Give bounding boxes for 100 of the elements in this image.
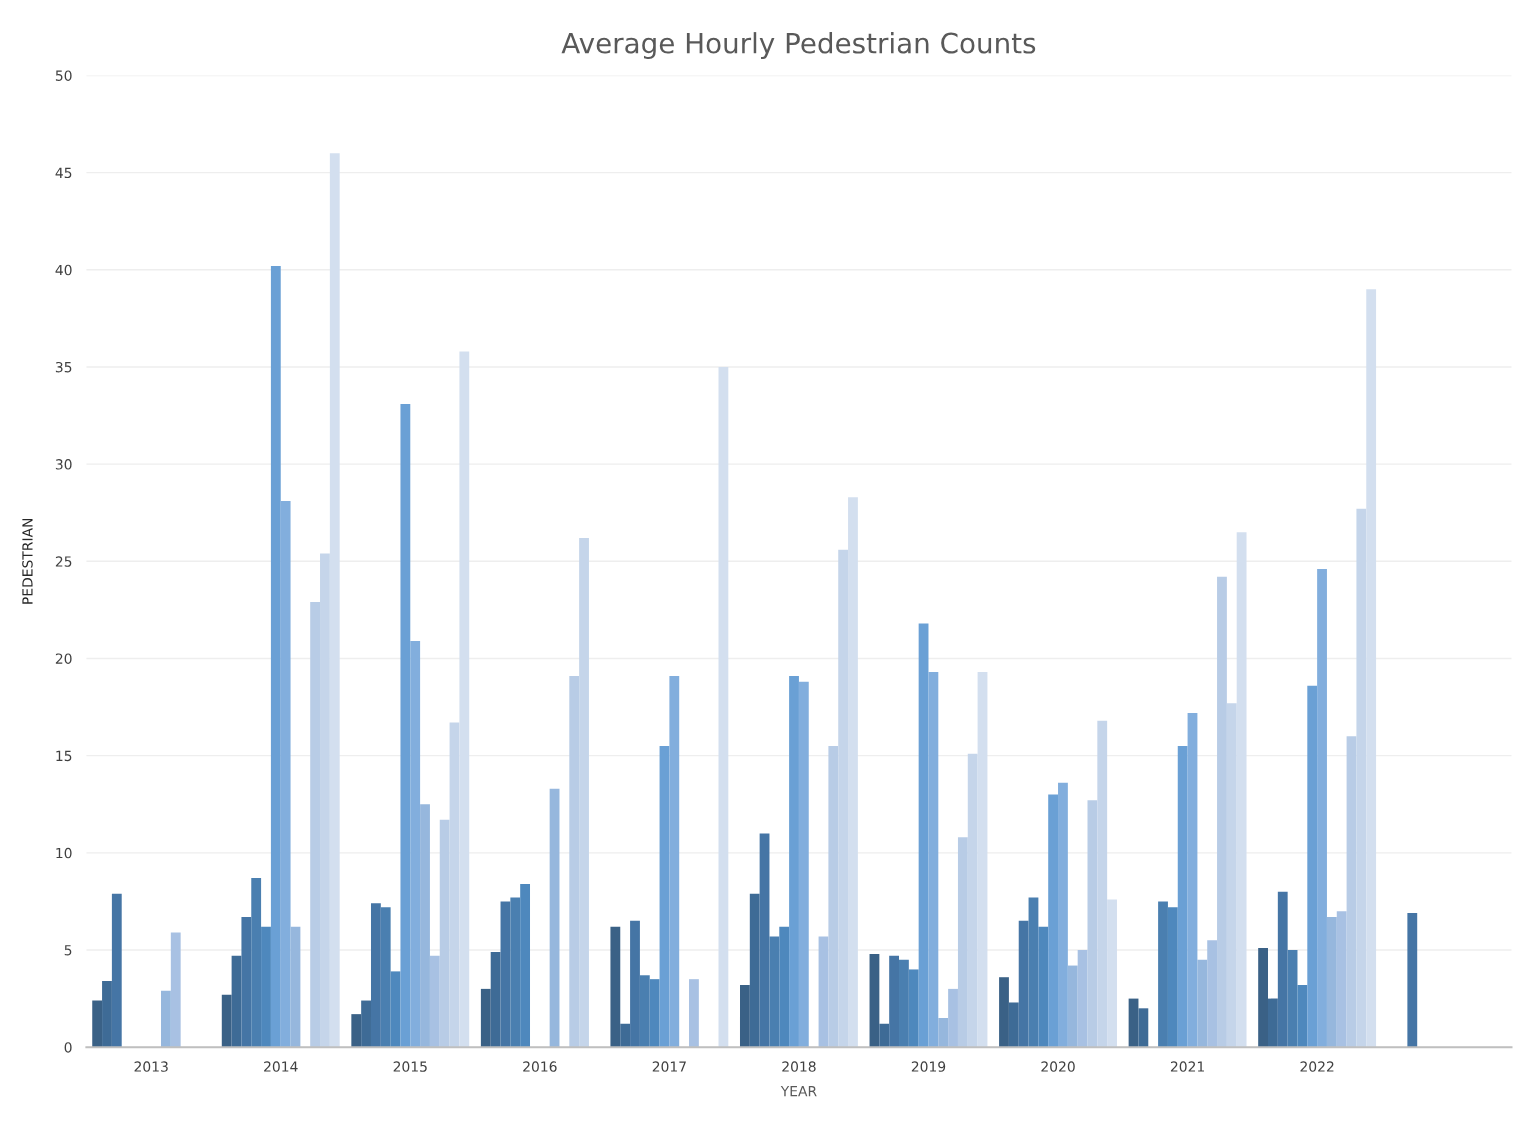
y-tick-label: 0 <box>64 1042 72 1053</box>
bar <box>689 979 699 1048</box>
bar <box>1217 576 1227 1048</box>
bar <box>310 602 321 1048</box>
bar <box>1187 712 1198 1048</box>
bar <box>102 981 112 1048</box>
bar <box>490 951 501 1048</box>
bar <box>869 953 880 1048</box>
y-axis-title: PEDESTRIAN <box>22 518 33 604</box>
bar <box>270 265 281 1048</box>
bar <box>1038 926 1049 1048</box>
bar <box>420 804 430 1048</box>
bar <box>999 977 1009 1048</box>
bar <box>320 553 330 1048</box>
bar <box>1197 959 1208 1048</box>
bar <box>520 883 531 1048</box>
y-tick-label: 45 <box>55 167 72 179</box>
x-tick-label: 2016 <box>523 1061 557 1072</box>
bar <box>1008 1002 1019 1048</box>
bar <box>1356 508 1367 1048</box>
bar <box>400 403 411 1048</box>
bar <box>818 936 829 1048</box>
bar <box>1326 916 1337 1048</box>
bar <box>449 722 460 1048</box>
bar <box>579 537 589 1048</box>
bar <box>828 745 839 1048</box>
bar <box>170 932 181 1048</box>
bar <box>1336 911 1347 1048</box>
bar <box>1297 984 1308 1048</box>
x-tick-label: 2018 <box>782 1061 816 1072</box>
x-tick-label: 2014 <box>264 1061 298 1072</box>
bar <box>957 837 968 1048</box>
bar <box>1097 720 1108 1048</box>
y-tick-label: 30 <box>55 459 72 470</box>
bar <box>1048 794 1059 1048</box>
bar <box>789 675 799 1048</box>
x-tick-label: 2021 <box>1170 1061 1204 1072</box>
x-tick-label: 2013 <box>134 1061 168 1072</box>
bar <box>879 1023 890 1048</box>
bar <box>1366 289 1377 1048</box>
bar <box>1236 532 1247 1048</box>
bar <box>1226 703 1237 1048</box>
bar <box>221 994 232 1048</box>
bar <box>480 988 491 1048</box>
bar <box>798 681 809 1048</box>
bar <box>1158 901 1168 1048</box>
bar <box>1307 685 1318 1048</box>
bar <box>938 1018 949 1048</box>
bar <box>838 549 849 1048</box>
bar <box>1346 736 1357 1048</box>
x-tick-label: 2020 <box>1041 1061 1075 1072</box>
x-tick-label: 2019 <box>911 1061 946 1072</box>
bar <box>92 1000 103 1048</box>
bar <box>459 351 470 1048</box>
bar <box>948 988 958 1048</box>
bar <box>429 955 440 1048</box>
bar <box>669 675 680 1048</box>
bar <box>848 497 858 1048</box>
bar <box>649 979 660 1048</box>
bar <box>1138 1008 1149 1048</box>
y-tick-label: 40 <box>55 264 72 276</box>
bar <box>261 926 271 1048</box>
bar <box>779 926 790 1048</box>
bar <box>659 745 670 1048</box>
bar <box>918 623 929 1048</box>
x-tick-label: 2017 <box>652 1061 686 1072</box>
y-tick-label: 10 <box>56 847 72 859</box>
chart-title: Average Hourly Pedestrian Counts <box>561 32 1036 59</box>
bar <box>1067 965 1078 1048</box>
bar <box>1177 745 1188 1048</box>
bar <box>1167 907 1178 1048</box>
bar <box>1077 950 1088 1048</box>
bar <box>410 640 421 1048</box>
y-tick-label: 15 <box>56 750 72 762</box>
y-tick-label: 5 <box>64 945 72 956</box>
bar <box>908 969 919 1048</box>
bar <box>739 984 750 1048</box>
y-tick-label: 35 <box>55 361 72 373</box>
bar <box>749 893 760 1048</box>
bar <box>620 1023 631 1048</box>
y-tick-label: 25 <box>55 556 72 567</box>
bar <box>967 753 978 1048</box>
bar <box>928 672 939 1048</box>
bar <box>351 1014 362 1048</box>
bar <box>718 366 729 1048</box>
bar <box>1258 948 1269 1048</box>
bar <box>161 990 171 1048</box>
bar <box>1058 782 1068 1048</box>
bar <box>1407 913 1418 1048</box>
bar <box>977 672 988 1048</box>
bar <box>569 675 580 1048</box>
bar <box>290 926 301 1048</box>
x-tick-label: 2015 <box>393 1061 427 1072</box>
bar <box>231 955 242 1048</box>
bar <box>329 153 340 1048</box>
y-tick-label: 20 <box>55 653 72 664</box>
bar <box>361 1000 371 1048</box>
bar <box>1107 899 1117 1048</box>
bar <box>1207 940 1218 1048</box>
x-axis-title: YEAR <box>780 1086 817 1097</box>
